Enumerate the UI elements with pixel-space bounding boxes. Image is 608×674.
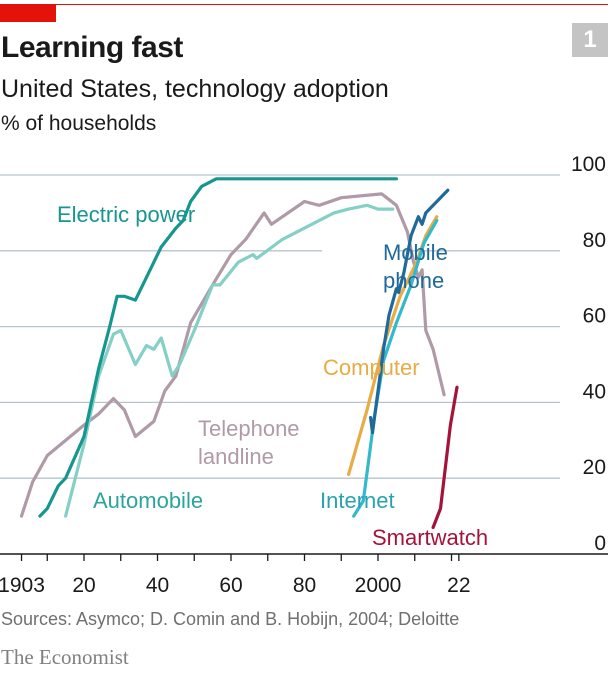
series-line-electric-power xyxy=(38,177,398,518)
chart-title: Learning fast xyxy=(1,31,183,64)
y-tick-label: 0 xyxy=(594,532,606,555)
series-label-computer: Computer xyxy=(323,355,420,380)
series-label-line: Telephone xyxy=(198,416,300,441)
y-tick-label: 20 xyxy=(583,456,606,479)
series-label-internet: Internet xyxy=(320,488,395,513)
economist-logo: The Economist xyxy=(1,645,129,669)
series-line-mobile-phone xyxy=(369,188,450,435)
chart-number-badge: 1 xyxy=(572,23,608,57)
chart-subtitle: United States, technology adoption xyxy=(1,75,389,103)
series-line-smartwatch xyxy=(431,385,459,530)
series-label-smartwatch: Smartwatch xyxy=(372,525,488,550)
series-line-internet xyxy=(352,218,439,518)
series-line-automobile xyxy=(63,203,395,518)
x-tick-label: 22 xyxy=(447,574,470,597)
series-label-electric-power: Electric power xyxy=(57,202,195,227)
x-tick-label: 60 xyxy=(219,574,242,597)
y-tick-label: 40 xyxy=(583,380,606,403)
y-tick-label: 60 xyxy=(583,305,606,328)
top-rule xyxy=(0,4,608,5)
y-tick-label: 80 xyxy=(583,229,606,252)
series-label-automobile: Automobile xyxy=(93,488,203,513)
x-tick-label: 2000 xyxy=(355,574,402,597)
label-background xyxy=(322,240,397,260)
series-label-telephone-landline: Telephone landline xyxy=(198,416,300,469)
series-label-line: landline xyxy=(198,444,274,469)
series-label-line: phone xyxy=(383,268,444,293)
x-tick-label: 1903 xyxy=(0,574,45,597)
series-line-computer xyxy=(347,215,439,476)
y-axis-unit: % of households xyxy=(1,112,157,135)
series-label-line: Mobile xyxy=(383,240,448,265)
x-tick-label: 20 xyxy=(72,574,95,597)
sources-note: Sources: Asymco; D. Comin and B. Hobijn,… xyxy=(1,609,460,629)
series-label-mobile-phone: Mobile phone xyxy=(383,240,448,293)
brand-tag xyxy=(0,5,56,22)
y-tick-label: 100 xyxy=(571,153,606,176)
x-tick-label: 40 xyxy=(146,574,169,597)
x-tick-label: 80 xyxy=(293,574,316,597)
